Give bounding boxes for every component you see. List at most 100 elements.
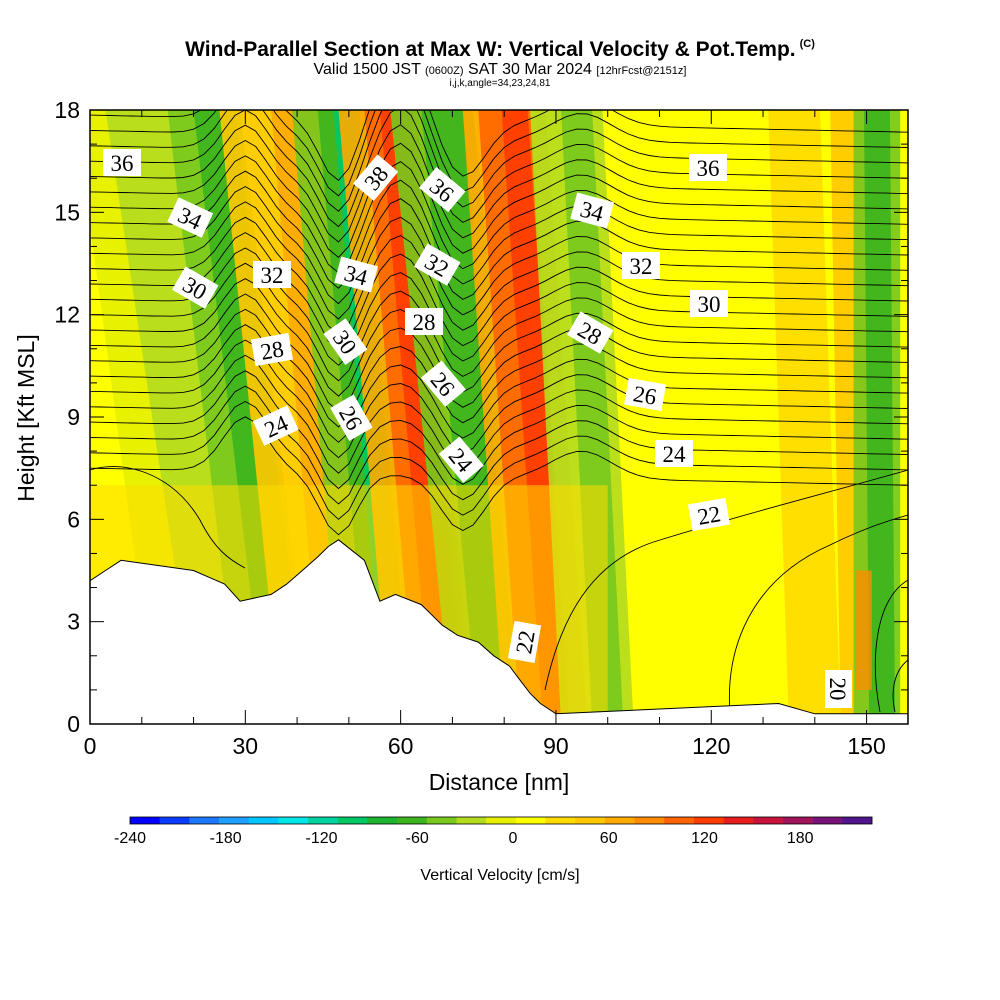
contour-label-bg <box>567 311 614 354</box>
theta-contour <box>90 247 908 366</box>
colorbar-tick-label: -180 <box>210 830 242 847</box>
y-tick-label: 15 <box>54 199 80 225</box>
theta-contour <box>90 339 908 459</box>
y-tick-label: 12 <box>54 302 80 328</box>
theta-contour <box>90 308 908 428</box>
forecast-info: [12hrFcst@2151z] <box>596 65 687 77</box>
contour-label-text: 26 <box>631 381 658 410</box>
theta-contour <box>728 514 908 713</box>
theta-contour <box>90 354 908 474</box>
contour-label-bg <box>167 197 214 238</box>
contour-label: 28 <box>250 332 293 367</box>
contour-label-bg <box>103 149 141 176</box>
theta-contour <box>90 110 908 197</box>
colorbar-swatch <box>545 817 576 824</box>
y-tick-label: 0 <box>67 711 80 737</box>
colorbar-swatch <box>753 817 784 824</box>
contour-label-bg <box>323 318 368 366</box>
theta-contour <box>90 155 908 274</box>
contour-label-bg <box>334 256 378 293</box>
colorbar-swatch <box>367 817 398 824</box>
y-axis-label: Height [Kft MSL] <box>13 334 39 501</box>
x-tick-label: 30 <box>233 733 259 759</box>
colorbar-swatch <box>664 817 695 824</box>
chart-title: Wind-Parallel Section at Max W: Vertical… <box>0 38 1000 62</box>
contour-label: 26 <box>624 377 667 412</box>
contour-label-bg <box>420 360 466 407</box>
colorbar-swatch <box>159 817 190 824</box>
contour-label-bg <box>438 436 484 483</box>
contour-label: 34 <box>167 197 214 238</box>
contour-label-bg <box>330 394 373 441</box>
contour-label-bg <box>622 252 660 279</box>
theta-contour <box>90 170 908 289</box>
theta-contour <box>90 110 908 228</box>
colorbar-swatch <box>219 817 250 824</box>
theta-contours <box>90 110 908 713</box>
colorbar-swatch <box>456 817 487 824</box>
contour-label: 30 <box>690 290 728 317</box>
contour-label: 28 <box>405 308 443 335</box>
contour-label: 32 <box>253 261 291 288</box>
theta-contour <box>90 385 908 505</box>
colorbar-swatch <box>337 817 368 824</box>
colorbar-tick-label: 0 <box>509 830 518 847</box>
contour-label: 32 <box>622 252 660 279</box>
theta-contour <box>90 232 908 351</box>
x-tick-label: 60 <box>388 733 414 759</box>
contour-label-text: 32 <box>261 263 284 288</box>
y-tick-label: 6 <box>67 506 80 532</box>
theta-contour <box>90 186 908 305</box>
colorbar-swatch <box>604 817 635 824</box>
colorbar: -240 -180 -120 -60 0 60 120 180 <box>114 816 873 847</box>
copyright-mark: (C) <box>799 38 815 50</box>
theta-contour <box>90 216 908 336</box>
contour-label-bg <box>353 154 399 201</box>
contour-label-bg <box>507 620 542 663</box>
contour-label-bg <box>687 497 730 532</box>
theta-contour <box>874 579 908 713</box>
theta-contour <box>90 416 908 536</box>
colorbar-swatch <box>842 817 873 824</box>
theta-contour <box>90 139 908 259</box>
contour-label-bg <box>252 405 299 446</box>
colorbar-swatch <box>693 817 724 824</box>
contour-label-text: 22 <box>511 629 540 656</box>
theta-contour <box>90 466 246 569</box>
colorbar-swatch <box>130 817 160 824</box>
velocity-band <box>864 110 896 724</box>
contour-label-bg <box>414 243 461 286</box>
contour-label-text: 36 <box>111 151 134 176</box>
contour-label-bg <box>405 308 443 335</box>
contour-label: 22 <box>687 497 730 532</box>
theta-contour <box>90 400 908 520</box>
contour-label-text: 30 <box>698 292 721 317</box>
colorbar-swatch <box>515 817 546 824</box>
contour-label-bg <box>825 670 852 708</box>
contour-label: 34 <box>334 256 378 293</box>
utc-time: (0600Z) <box>425 65 464 77</box>
theta-contour <box>90 110 908 182</box>
contour-label-bg <box>253 261 291 288</box>
grid-info: i,j,k,angle=34,23,24,81 <box>449 78 551 89</box>
colorbar-tick-label: -60 <box>406 830 429 847</box>
contour-label-bg <box>570 192 614 229</box>
chart-title-text: Wind-Parallel Section at Max W: Vertical… <box>185 38 796 61</box>
contour-label-text: 22 <box>696 501 723 530</box>
contour-label: 36 <box>689 154 727 181</box>
velocity-band <box>561 110 624 724</box>
colorbar-swatch <box>248 817 279 824</box>
contour-label-text: 36 <box>697 156 720 181</box>
colorbar-swatch <box>397 817 428 824</box>
colorbar-tick-label: -120 <box>305 830 337 847</box>
colorbar-frame <box>129 816 873 825</box>
theta-contour <box>90 110 908 212</box>
colorbar-label: Vertical Velocity [cm/s] <box>420 867 579 884</box>
contour-label: 26 <box>330 394 373 441</box>
colorbar-swatch <box>575 817 606 824</box>
contour-label-text: 32 <box>630 254 653 279</box>
x-tick-label: 150 <box>847 733 885 759</box>
